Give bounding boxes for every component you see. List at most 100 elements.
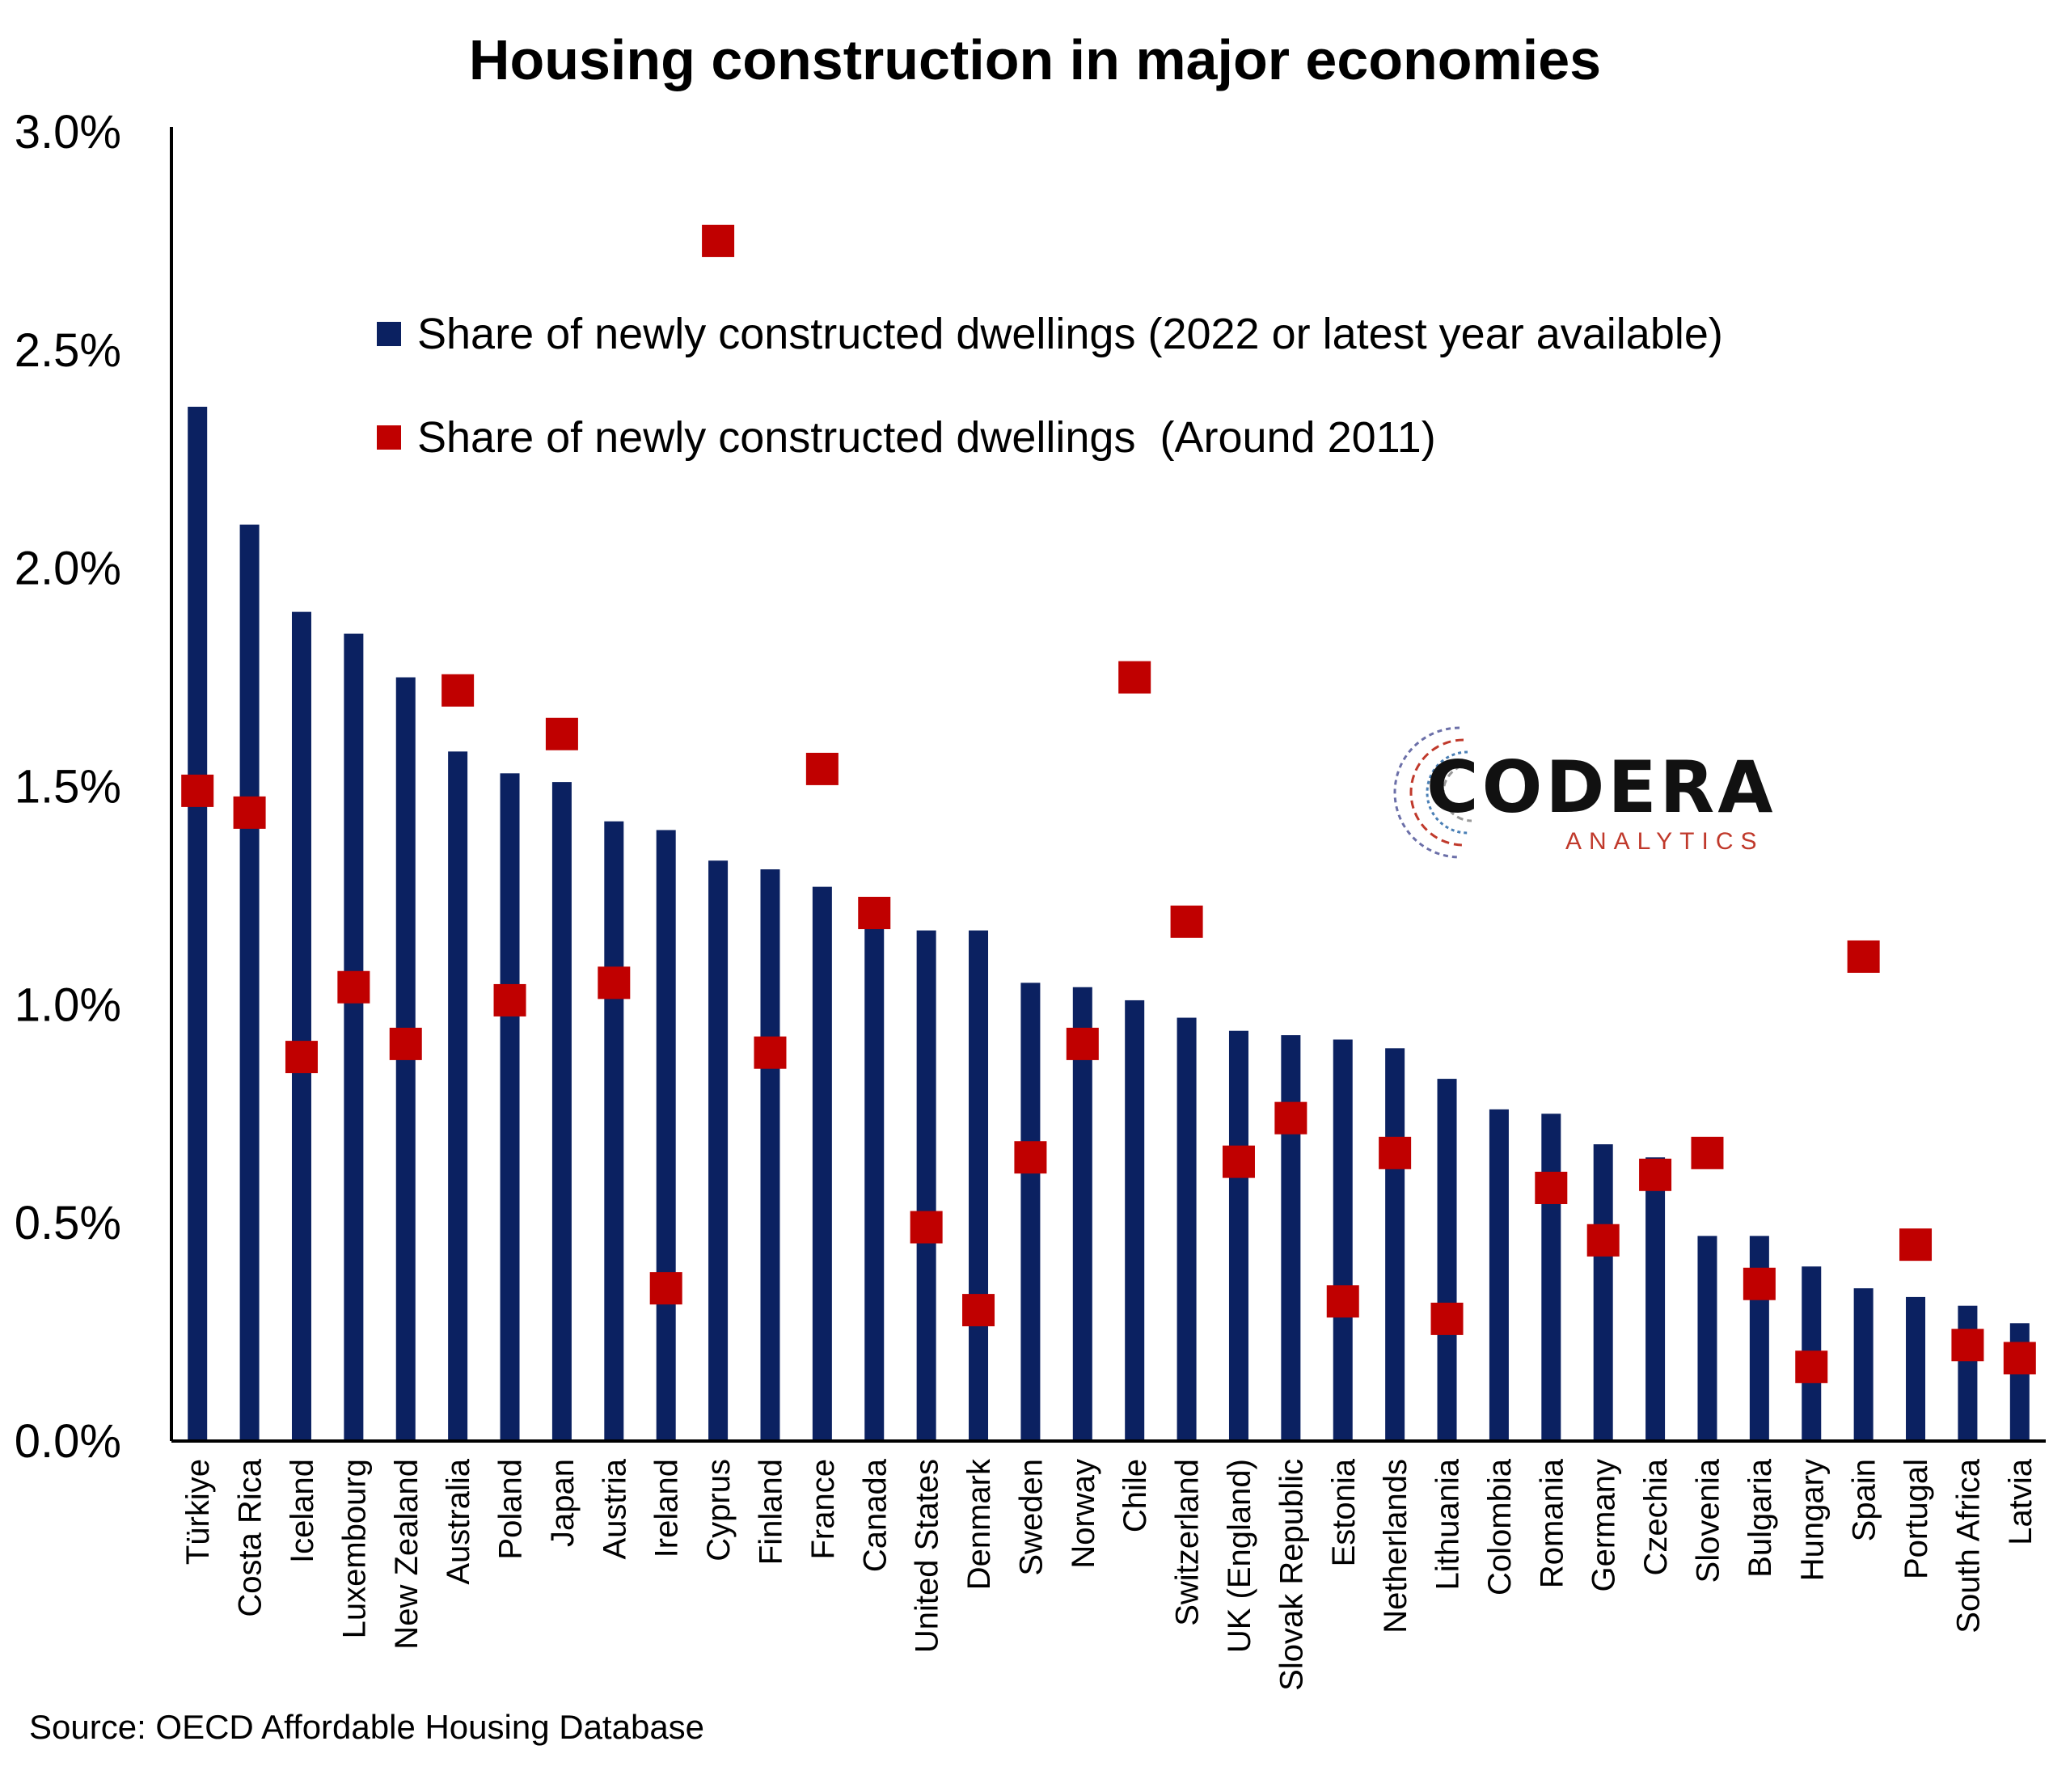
bar [1333, 1039, 1353, 1441]
bar [1541, 1114, 1561, 1441]
bar-series [188, 406, 2030, 1442]
x-category-label: Switzerland [1170, 1459, 1206, 1626]
bar [1020, 983, 1041, 1441]
y-tick-label: 0.5% [15, 1197, 121, 1249]
x-category-label: Luxembourg [336, 1459, 372, 1638]
x-category-label: Australia [441, 1458, 476, 1584]
x-category-label: Slovak Republic [1274, 1459, 1309, 1691]
x-category-label: United States [910, 1459, 945, 1653]
x-category-label: Canada [857, 1458, 893, 1572]
x-category-label: France [805, 1459, 841, 1560]
y-tick-label: 2.0% [15, 543, 121, 595]
codera-logo: CODERA ANALYTICS [1383, 720, 1779, 865]
marker-point [1430, 1302, 1464, 1335]
x-category-label: Cyprus [701, 1459, 737, 1562]
x-category-label: Chile [1117, 1459, 1153, 1532]
x-category-label: Estonia [1326, 1458, 1362, 1566]
marker-point [441, 674, 475, 707]
marker-point [910, 1211, 943, 1244]
bar [188, 406, 208, 1441]
x-category-label: Lithuania [1430, 1458, 1466, 1590]
bar [1853, 1288, 1874, 1441]
marker-point [649, 1272, 682, 1305]
logo-wordmark: CODERA [1426, 746, 1776, 829]
logo-subtitle: ANALYTICS [1565, 828, 1764, 855]
bar [1593, 1144, 1613, 1441]
bar [812, 886, 832, 1441]
x-category-label: Latvia [2003, 1458, 2038, 1545]
x-category-label: Ireland [649, 1459, 685, 1557]
bar [1177, 1017, 1197, 1441]
x-category-label: Türkiye [180, 1459, 216, 1565]
marker-point [337, 970, 370, 1004]
marker-point [1586, 1224, 1620, 1257]
marker-point [1118, 661, 1151, 694]
x-category-label: Denmark [961, 1458, 997, 1590]
bar [708, 860, 729, 1441]
x-category-label: UK (England) [1222, 1459, 1257, 1653]
marker-point [962, 1294, 995, 1327]
bar [916, 930, 936, 1441]
y-tick-label: 2.5% [15, 324, 121, 377]
marker-point [233, 796, 266, 829]
x-category-label: Romania [1534, 1458, 1569, 1588]
y-tick-label: 1.5% [15, 761, 121, 814]
marker-point [1743, 1267, 1776, 1300]
marker-point [1326, 1285, 1359, 1318]
x-category-label: South Africa [1950, 1458, 1986, 1633]
bar [1749, 1236, 1769, 1441]
marker-point [181, 774, 214, 807]
bar [1072, 987, 1092, 1441]
x-category-label: Colombia [1482, 1458, 1518, 1595]
legend-item-bars: Share of newly constructed dwellings (20… [377, 309, 1723, 359]
bar [1228, 1030, 1248, 1441]
x-category-label: Iceland [285, 1459, 320, 1563]
bar [656, 830, 676, 1441]
marker-point [754, 1036, 787, 1069]
marker-point [1847, 940, 1880, 973]
bar [604, 821, 624, 1441]
marker-point [805, 752, 839, 785]
x-category-label: Hungary [1794, 1459, 1830, 1581]
marker-point [1899, 1228, 1933, 1262]
bar [1125, 1000, 1145, 1441]
bar [551, 782, 572, 1441]
marker-point [598, 966, 631, 1000]
bar [1697, 1236, 1717, 1441]
x-category-label: Portugal [1899, 1459, 1934, 1579]
x-category-label: Japan [545, 1459, 581, 1547]
x-category-label: Finland [753, 1459, 788, 1565]
marker-point [1274, 1101, 1307, 1135]
x-category-label: Poland [493, 1459, 529, 1560]
marker-point [702, 224, 735, 257]
x-axis-category-labels: Türkiye Costa Rica Iceland Luxembourg New Ze… [180, 1458, 2038, 1691]
bar [1489, 1109, 1509, 1441]
marker-point [1951, 1329, 1984, 1362]
marker-point [493, 983, 526, 1016]
logo-circuit-icon [1393, 726, 1472, 859]
x-category-label: Costa Rica [233, 1458, 268, 1617]
bar [239, 524, 260, 1442]
x-category-label: Germany [1586, 1459, 1622, 1592]
bar [1958, 1305, 1978, 1441]
marker-point [545, 717, 578, 750]
bar [344, 633, 364, 1441]
source-note: Source: OECD Affordable Housing Database [29, 1708, 705, 1746]
x-category-label: Netherlands [1378, 1459, 1413, 1634]
marker-point [1222, 1145, 1255, 1178]
marker-series [181, 224, 2036, 1384]
marker-point [858, 897, 891, 930]
y-tick-label: 0.0% [15, 1415, 121, 1468]
marker-point [1379, 1136, 1412, 1169]
bar [1906, 1296, 1926, 1441]
marker-point [1639, 1158, 1672, 1191]
x-category-label: Norway [1066, 1459, 1101, 1569]
bar [1437, 1079, 1457, 1441]
bar [291, 611, 311, 1442]
bar [969, 930, 989, 1441]
x-category-label: Bulgaria [1743, 1458, 1778, 1578]
marker-point [1691, 1136, 1724, 1169]
bar [1645, 1157, 1666, 1441]
bar [1385, 1048, 1405, 1441]
